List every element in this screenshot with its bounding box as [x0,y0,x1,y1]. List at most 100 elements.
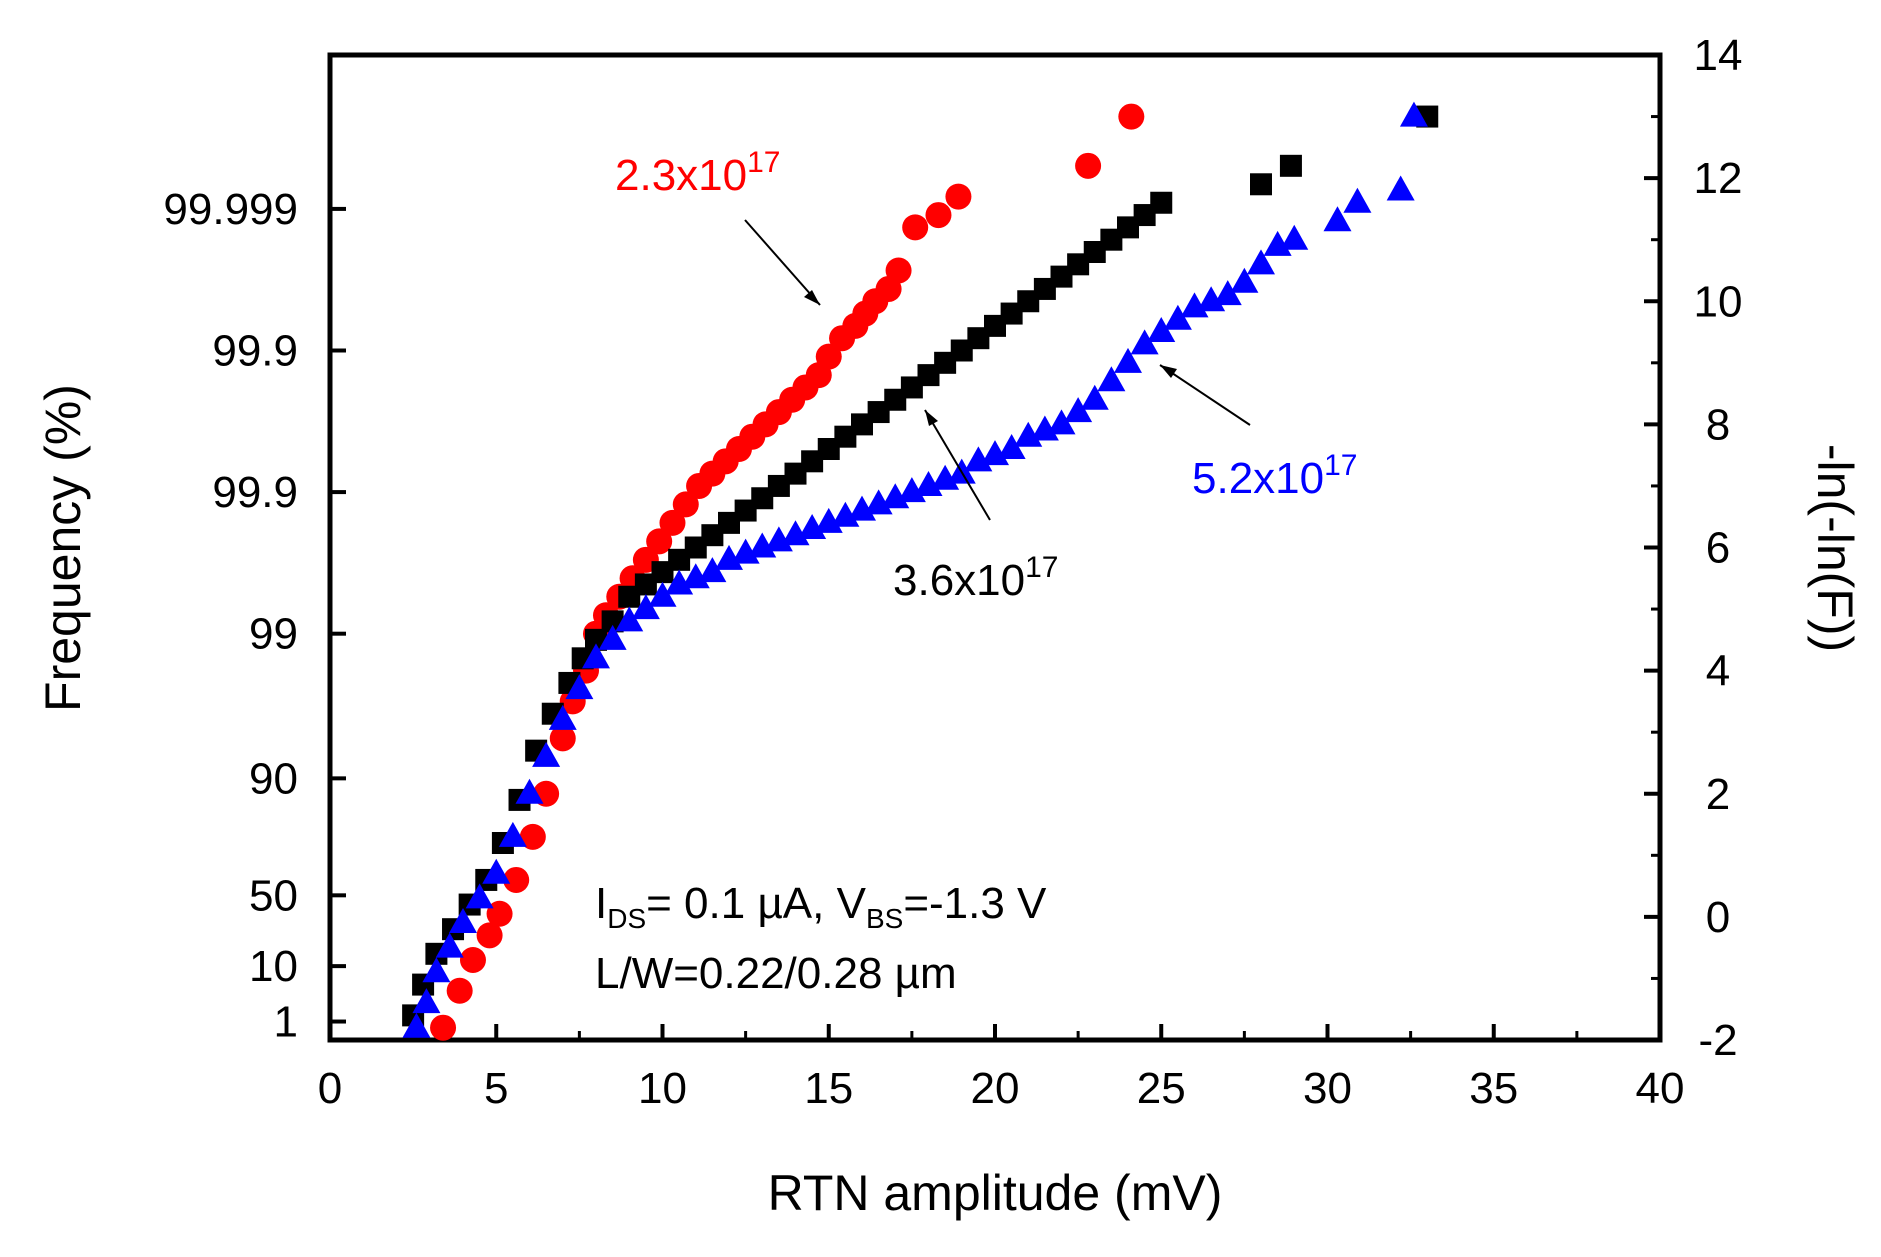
x-axis-title: RTN amplitude (mV) [768,1165,1223,1221]
data-point [1399,101,1428,127]
data-point [646,528,673,555]
data-point [449,908,477,934]
data-point [801,450,824,473]
left-tick-label: 99.9 [212,327,298,376]
data-point [672,491,699,518]
data-point [598,624,627,650]
data-point [967,327,990,350]
data-point [618,585,641,608]
axis-ticks [328,53,1662,1042]
right-tick-label: 6 [1706,524,1730,573]
data-point [934,351,957,374]
data-point [1343,187,1372,213]
data-point [1000,302,1023,325]
data-point [1100,228,1123,251]
data-point [1163,304,1192,330]
data-point [1323,206,1352,232]
annotation-arrows [744,219,1251,521]
data-point [817,438,840,460]
series-label-3.6e17: 3.6x1017 [893,551,1058,605]
data-point [532,741,561,767]
series-label-5.2e17: 5.2x1017 [1192,449,1357,503]
data-point [1047,409,1076,435]
condition-line-2: L/W=0.22/0.28 µm [595,949,957,998]
data-point [751,487,774,510]
right-tick-label: -2 [1698,1016,1737,1065]
data-point [1117,216,1139,239]
data-point [1150,191,1173,214]
data-point [412,988,441,1014]
condition-line-1: IDS= 0.1 µA, VBS=-1.3 V [595,879,1047,934]
data-point [815,343,842,370]
data-point [1279,154,1302,177]
data-point [1118,103,1145,130]
x-tick-label-10: 10 [638,1064,687,1113]
data-point [945,183,972,210]
data-point [997,434,1026,459]
data-point [430,1014,457,1041]
axis-tick-labels: 0 5 10 15 20 25 30 35 40 -2 0 2 4 6 8 10 12 14 1 10 50 90 99 99… [163,31,1742,1113]
left-tick-label: 99.999 [163,185,298,234]
x-tick-label-35: 35 [1469,1064,1518,1113]
data-point [549,725,576,752]
data-point [917,364,940,387]
data-point [902,214,929,241]
data-point [1067,253,1090,276]
data-point [925,202,952,229]
black-arrowhead [925,410,938,426]
data-point [867,401,890,424]
data-point [1064,397,1093,423]
data-point [1033,277,1056,300]
data-point [1133,204,1156,227]
right-tick-label: 10 [1694,277,1743,326]
x-tick-label-40: 40 [1636,1064,1685,1113]
data-point [422,957,451,983]
blue-arrowhead [1160,365,1177,378]
blue-label-arrow [1159,364,1251,426]
right-y-axis-title: -ln(-ln(F)) [1807,444,1863,652]
data-point [684,536,707,559]
data-point [476,922,503,949]
data-markers [402,101,1439,1041]
data-point [486,900,513,927]
red-label-arrow [744,219,821,306]
data-point [651,561,674,584]
data-point [446,977,473,1004]
right-tick-label: 2 [1706,770,1730,819]
data-point [885,257,912,284]
x-tick-label-20: 20 [971,1064,1020,1113]
data-point [515,778,544,804]
data-point [698,557,727,583]
data-point [984,314,1006,337]
data-point [1097,366,1126,392]
data-point [1114,347,1142,373]
data-point [498,821,527,847]
x-tick-label-5: 5 [484,1064,508,1113]
data-point [634,573,657,596]
data-point [615,606,644,632]
data-point [631,594,660,620]
data-point [1147,317,1176,343]
data-point [884,388,907,411]
data-point [734,499,757,522]
data-point [900,376,923,399]
x-tick-label-25: 25 [1137,1064,1186,1113]
data-point [565,674,594,700]
data-point [1130,329,1159,355]
data-point [482,858,511,884]
series-3.6x10^17 [402,105,1439,1027]
data-point [701,524,724,547]
data-point [435,932,464,958]
data-point [784,462,807,485]
black-label-arrow [924,409,991,521]
right-tick-label: 14 [1694,31,1743,80]
x-tick-label-30: 30 [1303,1064,1352,1113]
data-point [1386,175,1415,201]
data-point [1213,280,1242,306]
data-point [465,883,494,909]
right-tick-label: 8 [1706,400,1730,449]
data-point [834,425,857,448]
data-point [648,581,677,607]
data-point [1247,249,1275,275]
